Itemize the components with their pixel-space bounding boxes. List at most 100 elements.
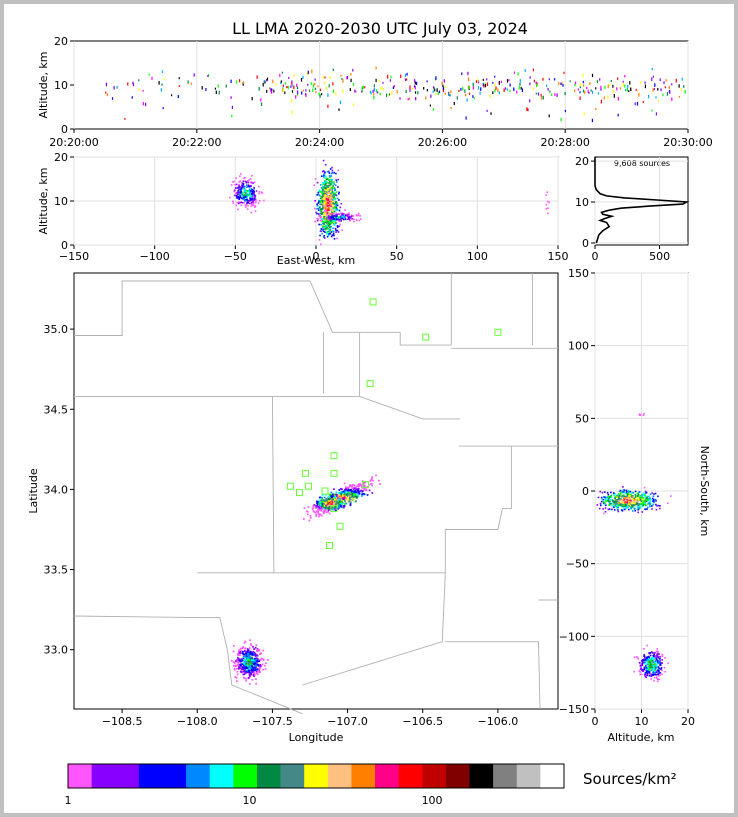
- source-mark: [405, 89, 407, 93]
- ew-density-cell: [350, 215, 353, 217]
- source-mark: [575, 81, 577, 85]
- ew-density-cell: [330, 214, 333, 216]
- plan-density-cell: [356, 488, 359, 490]
- ew-density-cell: [254, 201, 257, 204]
- ns-density-cell: [625, 491, 628, 493]
- source-mark: [445, 86, 447, 89]
- ns-density-cell: [656, 671, 658, 673]
- ns-alt-tick-label: 20: [681, 715, 695, 728]
- ew-density-cell: [328, 192, 331, 194]
- plan-density-cell: [309, 515, 312, 517]
- ns-density-cell: [630, 505, 632, 507]
- ew-density-cell: [324, 184, 327, 186]
- plan-density-cell: [328, 493, 331, 496]
- ns-density-cell: [649, 662, 651, 664]
- ew-density-cell: [319, 214, 321, 217]
- ew-density-cell: [353, 220, 355, 223]
- source-mark: [178, 77, 180, 80]
- ew-density-cell: [240, 190, 242, 192]
- ew-density-cell: [240, 201, 242, 204]
- ew-density-cell: [322, 218, 324, 221]
- ew-density-cell: [319, 234, 321, 237]
- ew-density-cell: [333, 234, 335, 237]
- plan-density-cell: [243, 669, 245, 672]
- altitude-tick-label: 20: [54, 35, 68, 48]
- plan-density-cell: [321, 494, 324, 497]
- plan-density-cell: [328, 500, 331, 503]
- plan-density-cell: [231, 659, 233, 662]
- ew-density-cell: [326, 211, 329, 213]
- ew-density-cell: [318, 223, 320, 226]
- ew-density-cell: [321, 193, 323, 195]
- ns-density-cell: [661, 662, 663, 664]
- plan-density-cell: [311, 508, 314, 510]
- ns-density-cell: [646, 656, 649, 658]
- ns-density-cell: [644, 675, 646, 678]
- source-mark: [624, 75, 626, 78]
- ns-density-cell: [604, 496, 606, 499]
- ew-density-cell: [322, 199, 324, 202]
- plan-density-cell: [339, 492, 342, 495]
- plan-density-cell: [331, 506, 334, 509]
- plan-density-cell: [338, 498, 341, 500]
- source-mark: [586, 87, 588, 90]
- plan-density-cell: [338, 500, 341, 502]
- source-mark: [561, 82, 563, 85]
- plan-density-cell: [238, 663, 241, 666]
- plan-density-cell: [323, 512, 325, 515]
- ew-density-cell: [328, 189, 331, 191]
- plan-density-cell: [246, 659, 249, 661]
- ns-density-cell: [630, 499, 632, 502]
- source-mark: [382, 87, 384, 91]
- ew-density-cell: [247, 201, 249, 204]
- ew-density-cell: [339, 223, 342, 226]
- lon-tick-label: −107.5: [252, 715, 293, 728]
- ns-density-cell: [625, 504, 627, 506]
- ew-density-cell: [327, 195, 330, 198]
- ew-density-cell: [249, 188, 252, 191]
- source-mark: [583, 84, 585, 87]
- source-mark: [389, 79, 391, 82]
- source-mark: [293, 74, 295, 78]
- ns-density-cell: [649, 497, 651, 499]
- plan-density-cell: [238, 659, 240, 661]
- ew-density-cell: [329, 179, 332, 181]
- ns-density-cell: [602, 498, 605, 501]
- ew-density-cell: [347, 213, 349, 216]
- source-mark: [242, 82, 244, 86]
- ns-density-cell: [607, 499, 610, 502]
- plan-density-cell: [318, 515, 320, 518]
- ew-density-cell: [332, 231, 335, 233]
- ew-density-cell: [255, 190, 258, 192]
- plan-density-cell: [320, 501, 323, 504]
- ns-density-cell: [630, 506, 632, 508]
- plan-density-cell: [256, 660, 259, 663]
- plan-density-cell: [254, 655, 257, 657]
- ns-density-cell: [634, 498, 636, 501]
- source-mark: [305, 89, 307, 92]
- ew-density-cell: [324, 226, 326, 228]
- source-mark: [409, 85, 411, 90]
- plan-density-cell: [351, 493, 354, 495]
- ns-density-cell: [650, 663, 652, 666]
- ew-density-cell: [319, 189, 321, 191]
- ns-density-cell: [653, 500, 655, 502]
- ew-density-cell: [243, 198, 245, 200]
- source-mark: [379, 92, 381, 96]
- ew-density-cell: [332, 203, 334, 206]
- ew-density-cell: [324, 228, 327, 231]
- ew-density-cell: [321, 221, 324, 223]
- ew-density-cell: [327, 216, 330, 219]
- ew-density-cell: [250, 205, 253, 207]
- plan-density-cell: [242, 673, 245, 676]
- source-mark: [652, 88, 654, 92]
- ew-density-cell: [254, 198, 257, 200]
- source-mark: [591, 90, 594, 94]
- ns-density-cell: [652, 666, 655, 669]
- ew-density-cell: [238, 183, 240, 186]
- plan-density-cell: [345, 497, 348, 499]
- time-tick-label: 20:30:00: [663, 136, 712, 149]
- ns-density-cell: [648, 674, 651, 677]
- ns-density-cell: [638, 491, 641, 494]
- ns-density-cell: [641, 511, 644, 513]
